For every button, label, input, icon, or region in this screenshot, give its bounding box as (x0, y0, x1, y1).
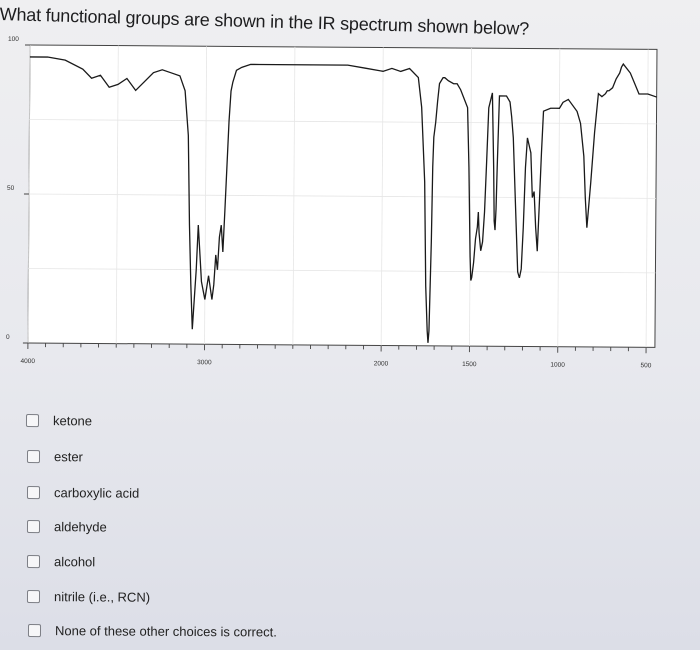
option-carboxylic-acid[interactable]: carboxylic acid (26, 485, 140, 501)
option-checkbox[interactable] (26, 486, 41, 500)
option-nitrile[interactable]: nitrile (i.e., RCN) (26, 589, 151, 605)
option-checkbox[interactable] (26, 450, 41, 464)
option-label: alcohol (53, 554, 96, 570)
option-label: ester (53, 449, 83, 465)
option-ketone[interactable]: ketone (25, 413, 93, 429)
option-checkbox[interactable] (26, 520, 41, 534)
y-tick-label: 0 (6, 334, 10, 341)
grid-line (28, 193, 656, 199)
x-tick-label: 2000 (374, 360, 389, 367)
option-alcohol[interactable]: alcohol (26, 554, 96, 570)
option-label: carboxylic acid (53, 485, 140, 501)
option-none-correct[interactable]: None of these other choices is correct. (27, 623, 277, 640)
option-aldehyde[interactable]: aldehyde (26, 519, 107, 535)
y-tick-label: 100 (8, 36, 19, 43)
x-tick-label: 500 (640, 362, 651, 369)
x-tick-label: 1500 (462, 361, 477, 368)
option-checkbox[interactable] (27, 624, 42, 638)
option-checkbox[interactable] (26, 555, 41, 569)
y-tick-label: 50 (7, 185, 15, 192)
spectrum-trace (29, 56, 657, 343)
option-label: None of these other choices is correct. (54, 623, 277, 640)
grid-line (29, 119, 657, 125)
option-label: ketone (52, 413, 93, 429)
option-ester[interactable]: ester (26, 449, 83, 465)
x-tick-label: 4000 (21, 358, 36, 365)
option-label: aldehyde (53, 519, 107, 535)
option-checkbox[interactable] (26, 590, 41, 604)
x-tick-label: 1000 (550, 362, 565, 369)
grid-line (28, 268, 656, 274)
option-checkbox[interactable] (25, 414, 40, 428)
x-tick-label: 3000 (197, 359, 212, 366)
option-label: nitrile (i.e., RCN) (53, 589, 151, 605)
